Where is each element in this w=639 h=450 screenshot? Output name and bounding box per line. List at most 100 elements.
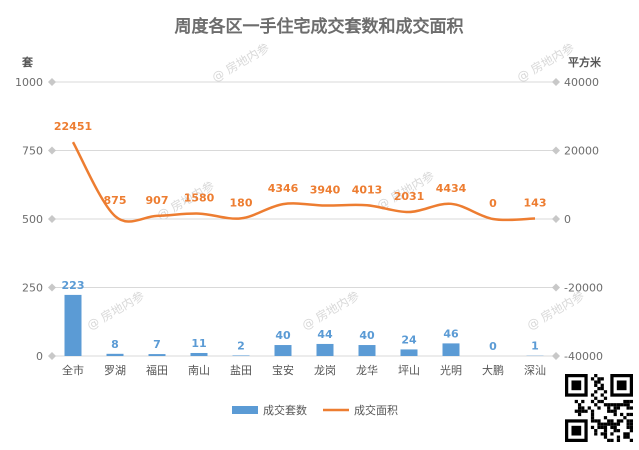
watermark-text-5: @ 房地内参 xyxy=(299,288,362,333)
qr-module xyxy=(603,390,608,394)
qr-module xyxy=(616,406,621,410)
qr-module xyxy=(581,399,585,404)
bar-罗湖 xyxy=(106,353,124,356)
qr-module xyxy=(613,409,617,413)
qr-module xyxy=(594,429,598,433)
qr-module xyxy=(616,438,621,442)
bar-label-全市: 223 xyxy=(62,279,85,292)
qr-module xyxy=(587,406,591,410)
qr-module xyxy=(574,399,578,404)
legend: 成交套数 成交面积 xyxy=(232,403,398,417)
qr-module xyxy=(613,406,617,410)
qr-code-image xyxy=(565,374,633,442)
qr-module xyxy=(623,435,627,439)
right-tick-label: 20000 xyxy=(564,145,599,158)
qr-module xyxy=(623,416,627,420)
category-label: 坪山 xyxy=(398,364,420,377)
qr-module xyxy=(626,425,630,430)
qr-module xyxy=(626,399,630,404)
qr-module xyxy=(584,409,588,413)
qr-finder-core xyxy=(571,380,582,391)
bar-label-宝安: 40 xyxy=(275,329,291,342)
left-axis-unit: 套 xyxy=(22,55,34,69)
qr-module xyxy=(626,432,630,436)
qr-module xyxy=(620,403,624,407)
qr-module xyxy=(590,419,595,423)
qr-module xyxy=(616,419,621,423)
qr-module xyxy=(623,403,627,407)
qr-module xyxy=(629,412,633,417)
qr-module xyxy=(626,403,630,407)
bar-盐田 xyxy=(232,355,250,356)
line-label-宝安: 4346 xyxy=(268,182,299,195)
left-tick-label: 250 xyxy=(22,282,43,295)
qr-module xyxy=(597,377,601,381)
qr-module xyxy=(577,409,582,413)
qr-module xyxy=(607,409,611,413)
bar-坪山 xyxy=(400,349,418,356)
legend-bar-swatch xyxy=(232,406,258,414)
qr-module xyxy=(629,399,633,404)
qr-module xyxy=(603,416,608,420)
qr-module xyxy=(626,422,630,426)
qr-module xyxy=(594,380,598,384)
qr-module xyxy=(597,406,601,410)
qr-module xyxy=(620,412,624,417)
qr-module xyxy=(597,386,601,391)
qr-module xyxy=(629,425,633,430)
bar-南山 xyxy=(190,352,208,356)
right-tick-marker xyxy=(552,146,560,155)
bar-全市 xyxy=(64,294,82,356)
qr-module xyxy=(607,406,611,410)
qr-module xyxy=(590,425,595,430)
bar-龙华 xyxy=(358,345,376,356)
bar-layer xyxy=(64,294,544,356)
line-layer xyxy=(71,141,536,223)
bar-宝安 xyxy=(274,345,292,356)
qr-module xyxy=(577,406,582,410)
category-label: 盐田 xyxy=(230,364,252,377)
qr-module xyxy=(597,419,601,423)
line-label-全市: 22451 xyxy=(54,120,92,133)
qr-module xyxy=(600,425,604,430)
qr-module xyxy=(581,409,585,413)
line-label-大鹏: 0 xyxy=(489,197,497,210)
qr-module xyxy=(594,432,598,436)
watermark-text-4: @ 房地内参 xyxy=(84,288,147,333)
qr-module xyxy=(626,419,630,423)
left-tick-marker xyxy=(48,283,56,292)
bar-label-盐田: 2 xyxy=(237,339,245,352)
qr-finder-core xyxy=(616,380,627,391)
line-label-南山: 1580 xyxy=(184,192,215,205)
category-label: 全市 xyxy=(62,363,84,377)
qr-module xyxy=(610,419,614,423)
qr-module xyxy=(600,386,604,391)
bar-label-大鹏: 0 xyxy=(489,340,497,353)
left-tick-marker xyxy=(48,352,56,360)
qr-module xyxy=(574,409,578,413)
category-label: 深汕 xyxy=(524,364,546,377)
qr-module xyxy=(590,393,595,397)
qr-module xyxy=(626,412,630,417)
qr-module xyxy=(623,399,627,404)
line-label-光明: 4434 xyxy=(436,182,467,195)
area-series-line xyxy=(71,141,536,223)
qr-module xyxy=(620,419,624,423)
qr-module xyxy=(594,374,598,378)
category-label: 福田 xyxy=(146,363,168,377)
qr-module xyxy=(581,406,585,410)
qr-module xyxy=(594,390,598,394)
qr-module xyxy=(629,406,633,410)
bar-label-深汕: 1 xyxy=(531,340,539,353)
qr-module xyxy=(597,422,601,426)
qr-module xyxy=(600,383,604,387)
qr-module xyxy=(590,416,595,420)
qr-module xyxy=(613,412,617,417)
legend-line-label: 成交面积 xyxy=(354,403,398,417)
line-label-福田: 907 xyxy=(146,194,169,207)
line-label-龙华: 4013 xyxy=(352,183,383,196)
qr-module xyxy=(610,432,614,436)
bar-label-罗湖: 8 xyxy=(111,338,119,351)
qr-module xyxy=(616,403,621,407)
